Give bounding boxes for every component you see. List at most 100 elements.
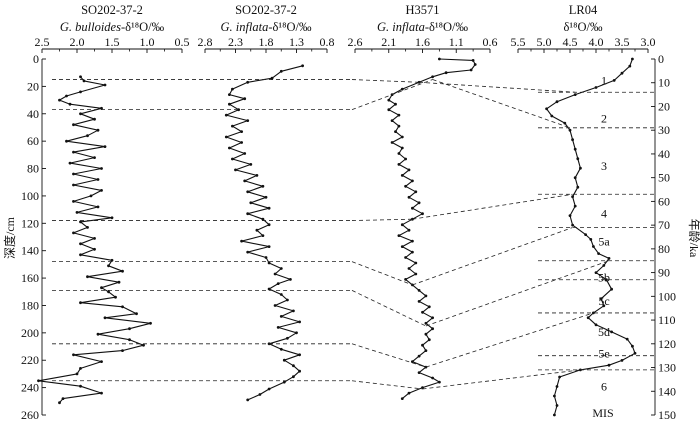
panel-1-data-point <box>79 367 82 370</box>
age-tick-label: 70 <box>658 218 670 232</box>
panel-3-data-point <box>414 272 418 276</box>
panel-1-data-point <box>72 200 75 203</box>
tie-line-to-h3571 <box>351 343 426 368</box>
panel-1-data-point <box>79 242 82 246</box>
tie-line-to-lr04 <box>425 260 610 327</box>
depth-and-age-axes: 0204060801001201401601802002202402600102… <box>21 52 676 422</box>
panel-4-x-tick-label: 4.5 <box>563 35 578 49</box>
panel-3-title: H3571 <box>405 3 439 17</box>
panel-4-data-point <box>586 316 590 320</box>
panel-2-data-point <box>264 195 268 199</box>
panel-2-data-point <box>246 250 250 254</box>
panel-3-data-point <box>438 380 441 384</box>
panel-4-data-point <box>573 204 577 208</box>
age-tick-label: 10 <box>658 76 670 90</box>
panel-1-data-point <box>75 211 79 214</box>
chart-panels: SO202-37-2G. bulloides-δ¹⁸O/‰2.5 2.0 1.5 1.… <box>35 3 656 417</box>
panel-4-x-tick-label: 3.0 <box>641 35 656 49</box>
panel-1-x-tick-label: 1.0 <box>140 35 155 49</box>
panel-4-data-point <box>558 375 561 379</box>
panel-4-data-point <box>625 337 629 341</box>
panel-2-data-point <box>273 304 277 307</box>
panel-2-data-point <box>228 146 231 150</box>
panel-3-data-point <box>444 71 448 75</box>
panel-4-data-point <box>610 330 613 334</box>
depth-tick-label: 0 <box>33 52 39 66</box>
panel-1-variable: G. bulloides-δ¹⁸O/‰ <box>60 20 165 34</box>
panel-4-data-point <box>576 185 580 189</box>
panel-3-data-point <box>397 234 401 238</box>
panel-3-data-point <box>400 174 404 177</box>
panel-1-data-point <box>79 253 82 257</box>
panel-2-data-point <box>228 93 231 96</box>
panel-2-data-point <box>246 398 250 402</box>
panel-3-data-point <box>411 206 414 210</box>
panel-1-data-point <box>114 295 117 299</box>
panel-3-data-point <box>469 68 473 72</box>
age-tick-label: 80 <box>658 242 670 256</box>
panel-1-data-point <box>65 94 68 98</box>
panel-4-data-point <box>607 257 611 260</box>
panel-1-data-point <box>68 102 72 106</box>
mis-label: 4 <box>601 206 607 220</box>
panel-4-data-point <box>555 100 559 104</box>
panel-1-data-point <box>86 275 89 279</box>
panel-3-data-point <box>431 316 434 320</box>
panel-1-data-point <box>68 161 72 165</box>
age-tick-label: 100 <box>658 289 676 303</box>
tie-line-to-lr04 <box>425 312 594 368</box>
panel-1-data-point <box>128 327 131 331</box>
panel-3-data-point <box>424 332 428 336</box>
panel-2-data-point <box>267 245 271 249</box>
panel-3-data-point <box>417 201 421 205</box>
panel-2-data-point <box>255 174 259 177</box>
panel-1-data-point <box>72 183 75 187</box>
panel-2-data-point <box>270 76 274 80</box>
panel-3-data-point <box>424 321 428 325</box>
panel-1-data-point <box>121 305 124 309</box>
panel-2-data-point <box>267 387 271 391</box>
age-tick-label: 60 <box>658 194 670 208</box>
panel-3-species: G. inflata <box>377 20 425 34</box>
panel-2-data-point <box>249 163 253 166</box>
panel-4-data-point <box>628 64 632 68</box>
panel-2-data-point <box>234 168 237 172</box>
panel-1-species: G. bulloides <box>60 20 121 34</box>
panel-3-data-point <box>417 300 421 303</box>
depth-tick-label: 80 <box>27 162 39 176</box>
panel-3-data-point <box>421 212 424 216</box>
tie-line-to-lr04 <box>412 227 573 286</box>
depth-tick-label: 140 <box>21 244 39 258</box>
panel-3-data-point <box>407 228 411 232</box>
panel-3-x-tick-label: 1.6 <box>415 35 430 49</box>
panel-3-data-point <box>411 239 414 243</box>
panel-1-data-point <box>72 353 75 357</box>
panel-2-data-point <box>267 287 271 291</box>
panel-3-data-point <box>407 195 411 199</box>
panel-2-data-point <box>279 69 283 73</box>
age-tick-label: 20 <box>658 99 670 113</box>
panel-2-data-point <box>228 102 231 106</box>
panel-2-data-point <box>279 267 283 270</box>
depth-tick-label: 100 <box>21 189 39 203</box>
panel-1-data-point <box>79 112 82 116</box>
panel-3-data-point <box>394 130 397 134</box>
panel-1-data-point <box>121 269 124 273</box>
panel-4-data-point <box>563 121 567 125</box>
panel-2-data-point <box>282 358 286 362</box>
panel-4-data-point <box>620 359 624 362</box>
panel-2-data-point <box>286 336 289 340</box>
panel-3-data-point <box>431 376 434 380</box>
panel-1-unit: -δ¹⁸O/‰ <box>121 20 165 34</box>
panel-2-x-tick-label: 1.8 <box>259 35 274 49</box>
panel-4-data-point <box>555 404 559 407</box>
mis-label: 2 <box>601 111 607 125</box>
panel-1-x-tick-label: 2.5 <box>35 35 50 49</box>
panel-3-data-point <box>400 87 404 91</box>
panel-4: LR04 δ¹⁸O/‰ 5.5 5.0 4.5 4.0 3.5 3.0 <box>511 3 656 417</box>
panel-2-data-point <box>243 179 247 183</box>
panel-2-data-point <box>231 87 234 91</box>
panel-3-data-point <box>424 294 428 298</box>
panel-2-data-point <box>267 206 271 210</box>
